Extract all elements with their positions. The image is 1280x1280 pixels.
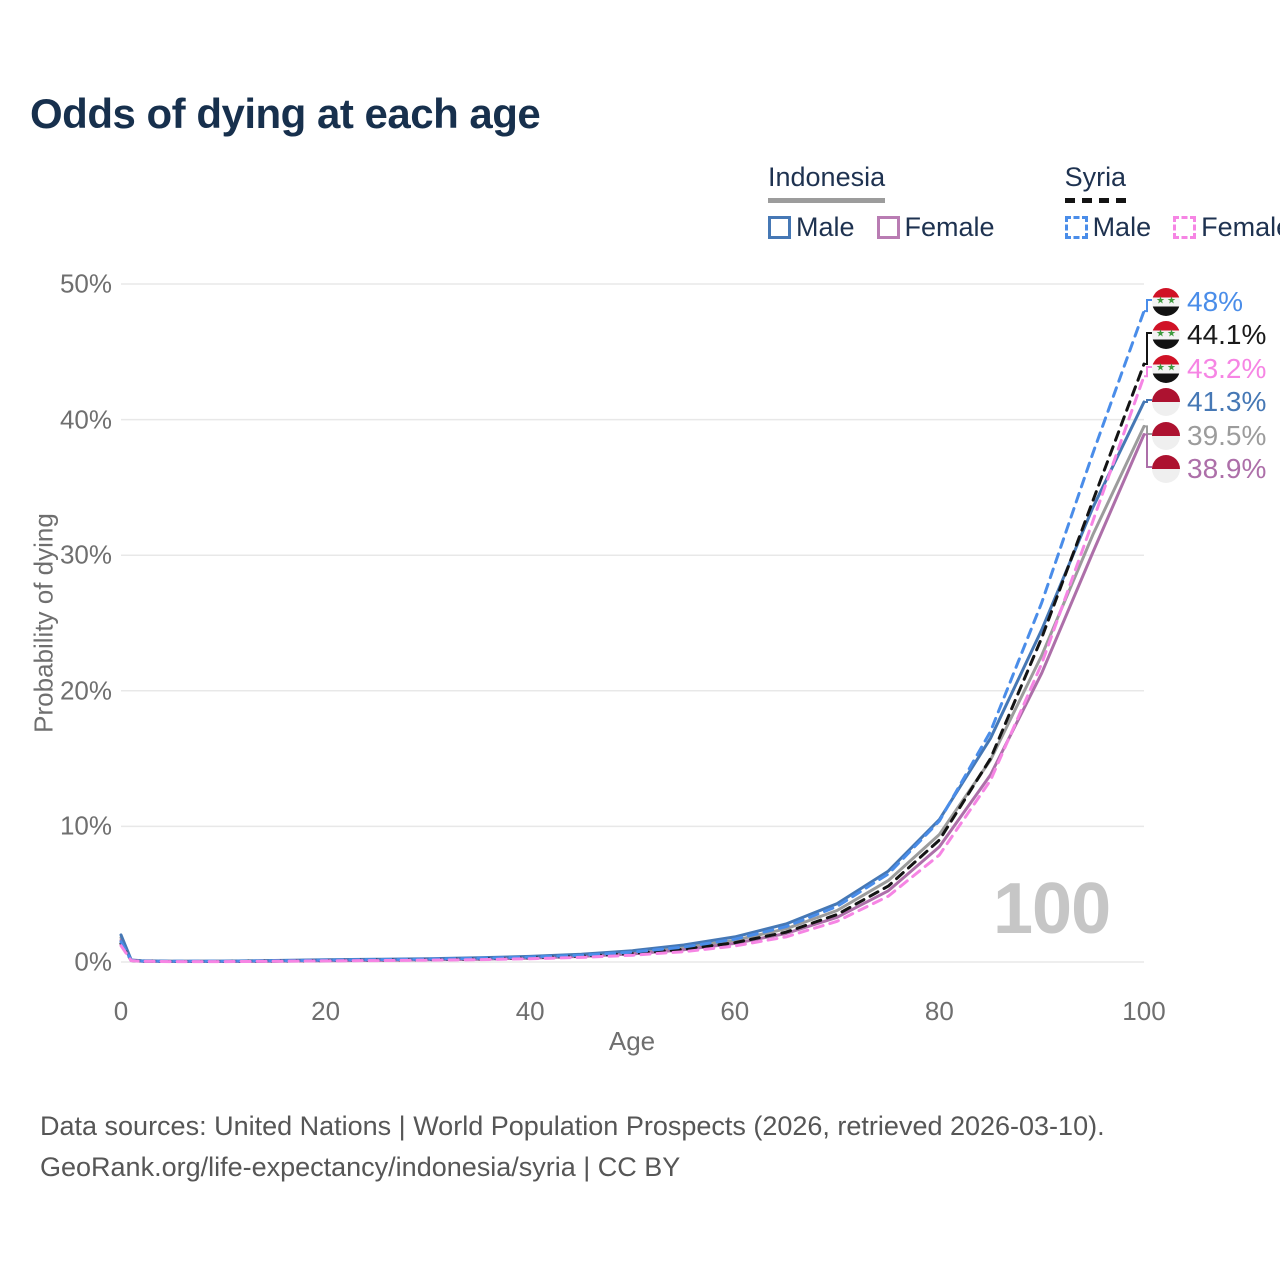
end-label-value: 38.9% bbox=[1187, 453, 1267, 484]
x-tick-label: 40 bbox=[515, 996, 545, 1026]
legend-swatch-syria-female-icon bbox=[1173, 216, 1197, 239]
end-label-row-indonesia-both: 39.5% bbox=[1152, 420, 1266, 452]
legend: Indonesia Male Female Syria Male bbox=[768, 162, 1280, 243]
syria-flag-stars-icon: ★★ bbox=[1156, 362, 1178, 374]
syria-flag-icon: ★★ bbox=[1152, 321, 1180, 349]
series-line-syria-female[interactable] bbox=[119, 374, 1146, 964]
legend-swatch-syria-male-icon bbox=[1064, 216, 1088, 239]
end-label-leader-line bbox=[1144, 366, 1152, 378]
legend-item-syria-female[interactable]: Female bbox=[1173, 212, 1280, 243]
end-label-row-indonesia-male: 41.3% bbox=[1152, 386, 1266, 418]
legend-country-indonesia[interactable]: Indonesia bbox=[768, 162, 886, 203]
legend-group-syria: Syria Male Female bbox=[1064, 162, 1280, 243]
legend-swatch-indonesia-female-icon bbox=[876, 216, 900, 239]
legend-item-indonesia-female[interactable]: Female bbox=[876, 212, 995, 243]
end-label-leader-line bbox=[1144, 433, 1152, 468]
legend-country-syria[interactable]: Syria bbox=[1064, 162, 1127, 203]
y-tick-label: 0% bbox=[74, 946, 112, 977]
series-line-indonesia-both[interactable] bbox=[119, 424, 1146, 963]
legend-item-label: Male bbox=[1092, 212, 1152, 242]
legend-item-indonesia-male[interactable]: Male bbox=[768, 212, 855, 243]
end-label-leader-line bbox=[1144, 332, 1152, 365]
footer-sources-line: Data sources: United Nations | World Pop… bbox=[40, 1111, 1105, 1141]
series-line-indonesia-female[interactable] bbox=[119, 433, 1146, 963]
end-label-leader-line bbox=[1144, 425, 1152, 435]
end-label-value: 43.2% bbox=[1187, 353, 1267, 384]
legend-group-indonesia: Indonesia Male Female bbox=[768, 162, 995, 243]
end-label-value: 48% bbox=[1187, 286, 1244, 317]
legend-swatch-indonesia-male-icon bbox=[768, 216, 791, 239]
page-title: Odds of dying at each age bbox=[30, 90, 541, 137]
end-label-leader-line bbox=[1144, 299, 1152, 313]
y-tick-label: 20% bbox=[59, 675, 112, 706]
footer: Data sources: United Nations | World Pop… bbox=[40, 1106, 1105, 1188]
indonesia-flag-icon bbox=[1152, 455, 1180, 483]
syria-flag-stars-icon: ★★ bbox=[1156, 328, 1178, 340]
age-counter-watermark: 100 bbox=[993, 869, 1111, 949]
series-line-indonesia-male[interactable] bbox=[119, 400, 1146, 963]
legend-item-syria-male[interactable]: Male bbox=[1064, 212, 1152, 243]
end-label-leader-line bbox=[1144, 399, 1152, 403]
indonesia-flag-icon bbox=[1152, 422, 1180, 450]
y-tick-label: 50% bbox=[59, 268, 112, 299]
y-tick-label: 30% bbox=[59, 539, 112, 570]
series-line-syria-male[interactable] bbox=[119, 309, 1146, 963]
indonesia-flag-icon bbox=[1152, 388, 1180, 416]
legend-row-syria: Male Female bbox=[1064, 212, 1280, 243]
x-tick-label: 100 bbox=[1122, 996, 1166, 1026]
syria-flag-stars-icon: ★★ bbox=[1156, 295, 1178, 307]
syria-flag-icon: ★★ bbox=[1152, 288, 1180, 316]
x-tick-label: 60 bbox=[720, 996, 750, 1026]
legend-row-indonesia: Male Female bbox=[768, 212, 995, 243]
end-label-value: 44.1% bbox=[1187, 319, 1267, 350]
end-label-row-syria-male: ★★ 48% bbox=[1152, 286, 1243, 318]
end-label-row-syria-both: ★★ 44.1% bbox=[1152, 319, 1266, 351]
series-line-syria-both[interactable] bbox=[119, 362, 1146, 963]
y-tick-label: 40% bbox=[59, 404, 112, 435]
legend-item-label: Female bbox=[904, 212, 995, 242]
legend-item-label: Female bbox=[1201, 212, 1280, 242]
x-tick-label: 80 bbox=[924, 996, 954, 1026]
footer-attribution-line: GeoRank.org/life-expectancy/indonesia/sy… bbox=[40, 1152, 681, 1182]
x-tick-label: 20 bbox=[311, 996, 341, 1026]
end-label-value: 41.3% bbox=[1187, 386, 1267, 417]
x-tick-label: 0 bbox=[113, 996, 129, 1026]
syria-flag-icon: ★★ bbox=[1152, 355, 1180, 383]
end-label-value: 39.5% bbox=[1187, 420, 1267, 451]
end-label-row-syria-female: ★★ 43.2% bbox=[1152, 353, 1266, 385]
end-label-row-indonesia-female: 38.9% bbox=[1152, 453, 1266, 485]
x-axis-title: Age bbox=[608, 1026, 656, 1056]
y-tick-label: 10% bbox=[59, 810, 112, 841]
legend-item-label: Male bbox=[796, 212, 855, 242]
